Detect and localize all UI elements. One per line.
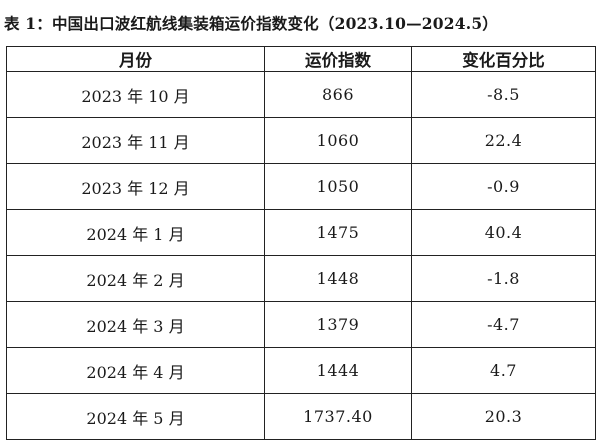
table-row: 2024 年 2 月 1448 -1.8 xyxy=(6,255,596,302)
cell-month: 2024 年 2 月 xyxy=(6,255,265,302)
cell-month: 2024 年 1 月 xyxy=(6,209,265,256)
table-caption: 表 1：中国出口波红航线集装箱运价指数变化（2023.10—2024.5） xyxy=(4,14,499,33)
cell-index: 1060 xyxy=(264,117,412,164)
cell-index: 1379 xyxy=(264,301,412,348)
table-row: 2024 年 5 月 1737.40 20.3 xyxy=(6,393,596,440)
cell-change: 20.3 xyxy=(411,393,596,440)
cell-month: 2023 年 11 月 xyxy=(6,117,265,164)
cell-index: 1448 xyxy=(264,255,412,302)
cell-change: -4.7 xyxy=(411,301,596,348)
table-row: 2024 年 4 月 1444 4.7 xyxy=(6,347,596,394)
cell-month: 2023 年 12 月 xyxy=(6,163,265,210)
freight-index-table: 月份 运价指数 变化百分比 2023 年 10 月 866 -8.5 2023 … xyxy=(6,46,596,440)
table-row: 2023 年 12 月 1050 -0.9 xyxy=(6,163,596,210)
cell-month: 2023 年 10 月 xyxy=(6,71,265,118)
cell-month: 2024 年 5 月 xyxy=(6,393,265,440)
table-header-row: 月份 运价指数 变化百分比 xyxy=(6,46,596,72)
table-row: 2024 年 3 月 1379 -4.7 xyxy=(6,301,596,348)
cell-change: 22.4 xyxy=(411,117,596,164)
table-row: 2023 年 10 月 866 -8.5 xyxy=(6,71,596,118)
cell-change: -8.5 xyxy=(411,71,596,118)
table-row: 2024 年 1 月 1475 40.4 xyxy=(6,209,596,256)
cell-month: 2024 年 3 月 xyxy=(6,301,265,348)
header-index: 运价指数 xyxy=(264,46,412,72)
cell-change: -1.8 xyxy=(411,255,596,302)
cell-index: 1475 xyxy=(264,209,412,256)
cell-index: 1444 xyxy=(264,347,412,394)
cell-change: -0.9 xyxy=(411,163,596,210)
cell-month: 2024 年 4 月 xyxy=(6,347,265,394)
cell-index: 1737.40 xyxy=(264,393,412,440)
cell-index: 866 xyxy=(264,71,412,118)
cell-change: 4.7 xyxy=(411,347,596,394)
table-row: 2023 年 11 月 1060 22.4 xyxy=(6,117,596,164)
header-change: 变化百分比 xyxy=(411,46,596,72)
header-month: 月份 xyxy=(6,46,265,72)
cell-index: 1050 xyxy=(264,163,412,210)
cell-change: 40.4 xyxy=(411,209,596,256)
